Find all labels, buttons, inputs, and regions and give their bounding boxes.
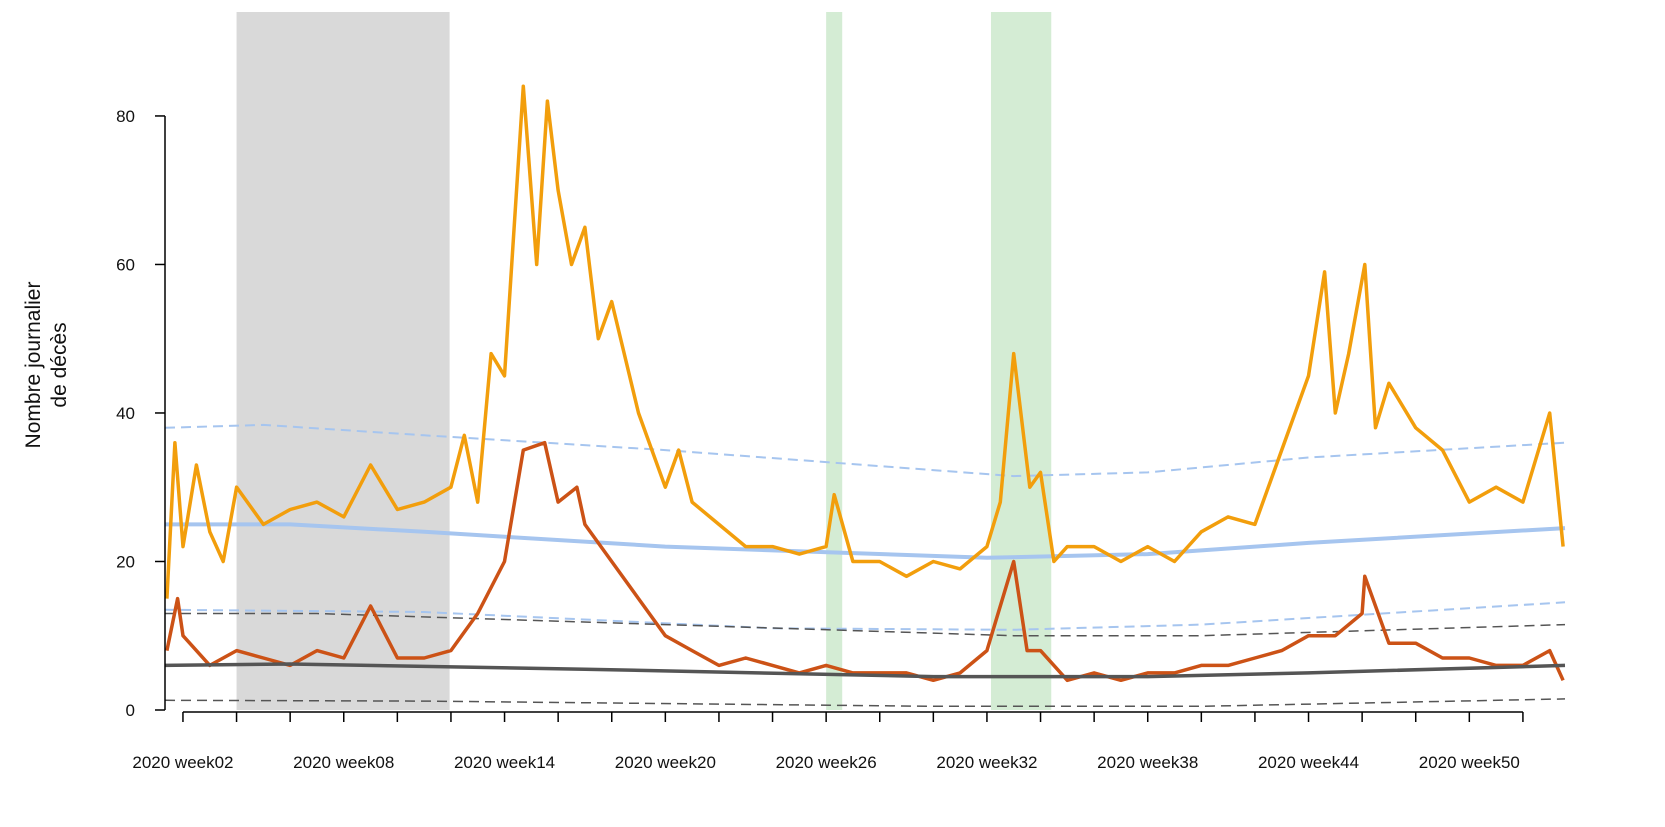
x-tick-label: 2020 week20 bbox=[615, 753, 716, 772]
x-tick-label: 2020 week08 bbox=[293, 753, 394, 772]
x-tick-label: 2020 week14 bbox=[454, 753, 555, 772]
shaded-region bbox=[826, 12, 843, 710]
series-line bbox=[165, 440, 1565, 683]
y-axis-label: de décès bbox=[48, 322, 71, 407]
y-axis-label: Nombre journalier bbox=[22, 282, 45, 449]
y-tick-label: 20 bbox=[116, 552, 135, 571]
series-line bbox=[165, 522, 1566, 560]
y-tick-label: 0 bbox=[126, 701, 135, 720]
series-line bbox=[164, 601, 1566, 631]
shaded-region bbox=[236, 12, 450, 710]
y-tick-label: 80 bbox=[116, 107, 135, 126]
series-line bbox=[164, 662, 1566, 679]
series-line bbox=[164, 423, 1566, 478]
x-tick-label: 2020 week44 bbox=[1258, 753, 1359, 772]
y-tick-label: 40 bbox=[116, 404, 135, 423]
y-tick-label: 60 bbox=[116, 255, 135, 274]
x-tick-label: 2020 week26 bbox=[776, 753, 877, 772]
series-line bbox=[164, 698, 1566, 708]
series-line bbox=[165, 612, 1566, 637]
x-tick-label: 2020 week02 bbox=[132, 753, 233, 772]
x-tick-label: 2020 week32 bbox=[936, 753, 1037, 772]
x-tick-label: 2020 week50 bbox=[1419, 753, 1520, 772]
series-line bbox=[165, 84, 1565, 599]
x-tick-label: 2020 week38 bbox=[1097, 753, 1198, 772]
shaded-region bbox=[990, 12, 1052, 710]
